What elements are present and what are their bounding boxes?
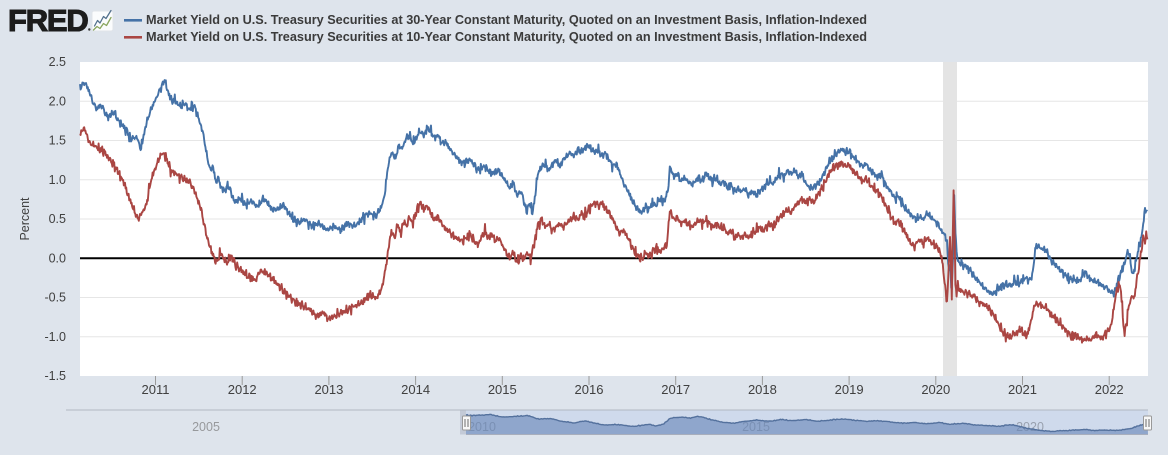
- svg-text:-1.5: -1.5: [44, 369, 66, 383]
- svg-text:1.5: 1.5: [49, 134, 66, 148]
- svg-text:2005: 2005: [192, 420, 220, 434]
- svg-text:FRED: FRED: [8, 3, 88, 38]
- svg-text:2021: 2021: [1008, 382, 1037, 397]
- svg-text:-0.5: -0.5: [44, 291, 66, 305]
- svg-text:2022: 2022: [1095, 382, 1124, 397]
- svg-text:0.5: 0.5: [49, 212, 66, 226]
- svg-text:Market Yield on U.S. Treasury: Market Yield on U.S. Treasury Securities…: [146, 13, 867, 27]
- svg-text:2013: 2013: [314, 382, 343, 397]
- svg-text:2018: 2018: [748, 382, 777, 397]
- svg-text:2012: 2012: [228, 382, 257, 397]
- svg-text:0.0: 0.0: [49, 251, 66, 265]
- svg-text:2019: 2019: [835, 382, 864, 397]
- svg-text:2015: 2015: [488, 382, 517, 397]
- svg-text:2017: 2017: [661, 382, 690, 397]
- svg-text:-1.0: -1.0: [44, 330, 66, 344]
- svg-text:2014: 2014: [401, 382, 430, 397]
- svg-text:2020: 2020: [921, 382, 950, 397]
- svg-text:Percent: Percent: [18, 197, 32, 241]
- svg-text:1.0: 1.0: [49, 173, 66, 187]
- svg-text:2.5: 2.5: [49, 55, 66, 69]
- svg-text:2011: 2011: [142, 382, 170, 397]
- svg-text:2016: 2016: [575, 382, 604, 397]
- svg-text:2.0: 2.0: [49, 94, 66, 108]
- svg-text:Market Yield on U.S. Treasury: Market Yield on U.S. Treasury Securities…: [146, 30, 867, 44]
